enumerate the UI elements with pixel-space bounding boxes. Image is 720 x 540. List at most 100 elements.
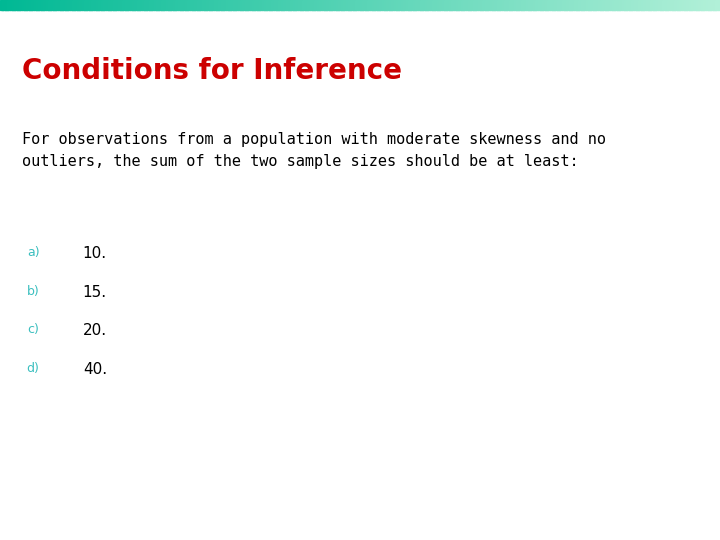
Bar [250,0,253,10]
Bar [194,0,197,10]
Bar [29,0,32,10]
Bar [398,0,402,10]
Bar [427,0,431,10]
Bar [117,0,121,10]
Bar [655,0,658,10]
Bar [511,0,514,10]
Bar [439,0,442,10]
Bar [127,0,130,10]
Bar [696,0,699,10]
Bar [305,0,308,10]
Bar [480,0,483,10]
Bar [180,0,183,10]
Bar [333,0,337,10]
Bar [74,0,78,10]
Bar [619,0,622,10]
Bar [189,0,193,10]
Bar [286,0,289,10]
Bar [670,0,672,10]
Bar [175,0,179,10]
Bar [405,0,409,10]
Bar [67,0,71,10]
Bar [221,0,224,10]
Text: d): d) [27,362,40,375]
Text: 20.: 20. [83,323,107,339]
Bar [22,0,24,10]
Text: 40.: 40. [83,362,107,377]
Bar [521,0,524,10]
Bar [653,0,656,10]
Bar [545,0,548,10]
Bar [477,0,481,10]
Bar [595,0,598,10]
Bar [466,0,469,10]
Bar [163,0,166,10]
Bar [86,0,89,10]
Bar [504,0,507,10]
Bar [389,0,392,10]
Bar [672,0,675,10]
Bar [461,0,464,10]
Bar [408,0,411,10]
Bar [94,0,96,10]
Bar [96,0,99,10]
Bar [156,0,159,10]
Bar [394,0,397,10]
Bar [171,0,174,10]
Bar [65,0,68,10]
Bar [252,0,255,10]
Bar [650,0,654,10]
Bar [211,0,215,10]
Bar [463,0,467,10]
Bar [99,0,102,10]
Bar [70,0,73,10]
Bar [218,0,222,10]
Bar [540,0,543,10]
Bar [153,0,157,10]
Bar [185,0,188,10]
Bar [351,0,354,10]
Bar [495,0,498,10]
Bar [245,0,248,10]
Bar [146,0,150,10]
Bar [713,0,716,10]
Bar [693,0,697,10]
Bar [701,0,704,10]
Bar [235,0,238,10]
Bar [60,0,63,10]
Bar [79,0,82,10]
Bar [228,0,231,10]
Bar [149,0,152,10]
Bar [84,0,87,10]
Bar [331,0,334,10]
Bar [144,0,147,10]
Bar [55,0,58,10]
Bar [367,0,370,10]
Bar [437,0,440,10]
Bar [269,0,272,10]
Text: For observations from a population with moderate skewness and no
outliers, the s: For observations from a population with … [22,132,606,169]
Bar [295,0,298,10]
Bar [564,0,567,10]
Bar [48,0,51,10]
Bar [612,0,615,10]
Bar [718,0,720,10]
Bar [711,0,714,10]
Bar [101,0,104,10]
Bar [391,0,395,10]
Bar [473,0,476,10]
Bar [499,0,503,10]
Bar [182,0,186,10]
Bar [230,0,233,10]
Bar [108,0,111,10]
Bar [326,0,330,10]
Bar [45,0,49,10]
Bar [384,0,387,10]
Bar [365,0,368,10]
Bar [168,0,171,10]
Bar [158,0,161,10]
Bar [509,0,512,10]
Bar [302,0,305,10]
Bar [7,0,10,10]
Bar [634,0,636,10]
